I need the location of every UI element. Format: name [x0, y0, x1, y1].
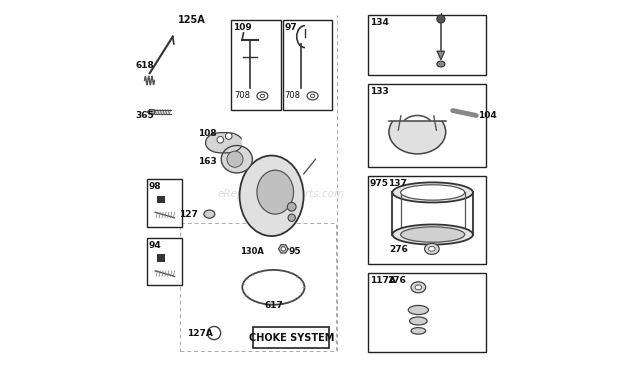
Text: 276: 276	[389, 245, 408, 254]
Text: CHOKE SYSTEM: CHOKE SYSTEM	[249, 333, 334, 343]
Bar	[157, 196, 166, 203]
Ellipse shape	[221, 146, 252, 173]
FancyBboxPatch shape	[253, 327, 329, 348]
Circle shape	[217, 137, 224, 143]
Ellipse shape	[411, 282, 426, 293]
Text: 134: 134	[370, 18, 389, 27]
Text: 125A: 125A	[178, 15, 206, 25]
Ellipse shape	[401, 227, 464, 242]
Ellipse shape	[428, 247, 435, 251]
Circle shape	[227, 151, 243, 167]
FancyBboxPatch shape	[177, 11, 354, 355]
Text: eReplacementParts.com: eReplacementParts.com	[217, 189, 344, 199]
Text: 104: 104	[477, 111, 497, 120]
Text: 98: 98	[149, 182, 162, 191]
Ellipse shape	[437, 61, 445, 67]
Text: 618: 618	[135, 61, 154, 70]
Circle shape	[226, 133, 232, 139]
Text: 94: 94	[149, 241, 162, 250]
Text: 133: 133	[370, 87, 388, 96]
Ellipse shape	[392, 182, 473, 202]
Text: 109: 109	[232, 23, 252, 32]
Ellipse shape	[239, 156, 304, 236]
Ellipse shape	[411, 328, 426, 334]
FancyBboxPatch shape	[147, 179, 182, 227]
FancyBboxPatch shape	[368, 176, 485, 264]
Text: 708: 708	[234, 92, 250, 100]
FancyBboxPatch shape	[127, 0, 493, 366]
Polygon shape	[437, 51, 445, 60]
Ellipse shape	[392, 224, 473, 244]
Text: 108: 108	[198, 129, 217, 138]
Text: 708: 708	[285, 92, 300, 100]
FancyBboxPatch shape	[231, 20, 281, 110]
Circle shape	[288, 214, 295, 221]
Ellipse shape	[410, 317, 427, 325]
Circle shape	[281, 247, 285, 251]
Polygon shape	[147, 110, 154, 114]
Polygon shape	[278, 245, 288, 253]
Text: 117A: 117A	[370, 276, 396, 285]
Ellipse shape	[409, 305, 428, 315]
Circle shape	[437, 15, 445, 23]
Text: 975: 975	[370, 179, 389, 188]
Ellipse shape	[415, 285, 422, 290]
FancyBboxPatch shape	[363, 11, 489, 355]
Text: 97: 97	[284, 23, 297, 32]
Text: 137: 137	[388, 179, 407, 188]
FancyBboxPatch shape	[147, 238, 182, 285]
Text: 127A: 127A	[187, 329, 213, 337]
Ellipse shape	[425, 243, 439, 254]
Polygon shape	[206, 132, 241, 153]
FancyBboxPatch shape	[368, 84, 485, 167]
Ellipse shape	[204, 210, 215, 218]
Text: 127: 127	[179, 210, 198, 219]
Text: 276: 276	[387, 276, 405, 285]
Bar	[386, 92, 448, 121]
Ellipse shape	[401, 185, 464, 200]
Circle shape	[287, 202, 296, 211]
Text: 163: 163	[198, 157, 217, 165]
Bar	[157, 254, 166, 262]
Ellipse shape	[257, 170, 293, 214]
Text: 95: 95	[288, 247, 301, 256]
Text: 617: 617	[264, 301, 283, 310]
FancyBboxPatch shape	[283, 20, 332, 110]
FancyBboxPatch shape	[368, 273, 485, 352]
Text: 130A: 130A	[241, 247, 264, 256]
Text: 365: 365	[135, 111, 154, 120]
FancyBboxPatch shape	[368, 15, 485, 75]
Ellipse shape	[389, 110, 446, 154]
